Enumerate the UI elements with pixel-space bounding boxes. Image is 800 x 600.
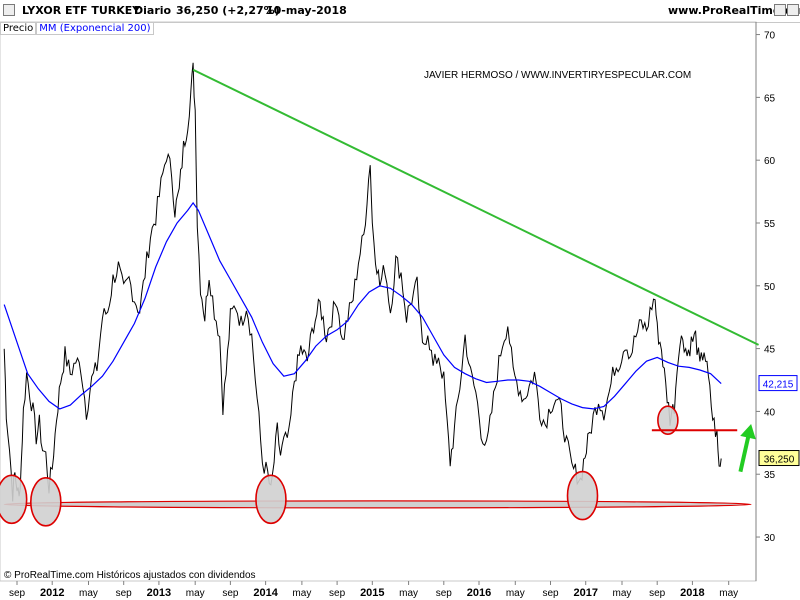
chart-period: Diario (134, 4, 172, 17)
x-tick-label: sep (116, 588, 133, 599)
ma-series-line (3, 201, 722, 410)
x-tick-label: sep (649, 588, 666, 599)
x-tick-label: 2017 (573, 587, 597, 599)
x-tick-label: 2015 (360, 587, 384, 599)
y-tick-label: 65 (764, 93, 776, 104)
rebound-arrow-shaft (738, 435, 751, 473)
plot-frame (0, 21, 757, 582)
x-tick-label: may (292, 588, 311, 599)
x-tick-label: may (719, 588, 738, 599)
price-series-line (3, 62, 722, 502)
price-change: 36,250 (+2,27%) (176, 4, 280, 17)
x-tick-label: may (79, 588, 98, 599)
low-circle (566, 470, 599, 521)
instrument-name: LYXOR ETF TURKEY (22, 4, 141, 17)
low-circle (30, 477, 62, 527)
x-tick-label: may (186, 588, 205, 599)
x-tick-label: sep (436, 588, 453, 599)
y-tick-label: 70 (764, 31, 776, 42)
low-circle (255, 474, 287, 525)
y-tick-label: 40 (764, 407, 776, 418)
x-tick-label: 2013 (147, 587, 171, 599)
x-tick-label: sep (222, 588, 239, 599)
site-url[interactable]: www.ProRealTime.com (668, 4, 800, 17)
descending-trendline (192, 68, 760, 346)
chart-header: LYXOR ETF TURKEY Diario 36,250 (+2,27%) … (0, 0, 800, 23)
chart-date: 10-may-2018 (266, 4, 347, 17)
price-last-value: 36,250 (764, 455, 795, 466)
x-tick-label: 2018 (680, 587, 704, 599)
footer-credit: © ProRealTime.com Históricos ajustados c… (4, 570, 256, 581)
y-tick-label: 50 (764, 282, 776, 293)
x-tick-label: 2014 (253, 587, 278, 599)
x-tick-label: 2016 (467, 587, 491, 599)
ma-last-value-box (758, 375, 798, 392)
y-tick-label: 30 (764, 533, 776, 544)
low-circle (0, 474, 28, 525)
author-watermark: JAVIER HERMOSO / WWW.INVERTIRYESPECULAR.… (424, 70, 691, 81)
x-tick-label: may (399, 588, 418, 599)
y-tick-label: 55 (764, 219, 776, 230)
y-tick-label: 60 (764, 156, 776, 167)
x-tick-label: may (506, 588, 525, 599)
minimize-icon[interactable] (774, 4, 786, 16)
x-tick-label: 2012 (40, 587, 64, 599)
low-circle (657, 405, 679, 436)
x-tick-label: sep (542, 588, 559, 599)
ma-last-value: 42,215 (763, 380, 794, 391)
maximize-icon[interactable] (787, 4, 799, 16)
x-tick-label: sep (329, 588, 346, 599)
x-tick-label: may (613, 588, 632, 599)
x-tick-label: sep (9, 588, 26, 599)
y-tick-label: 35 (764, 470, 776, 481)
price-last-value-box (758, 450, 800, 467)
window-menu-icon[interactable] (3, 4, 15, 16)
rebound-arrow-head (740, 423, 756, 440)
y-tick-label: 45 (764, 345, 776, 356)
support-band (3, 500, 752, 509)
